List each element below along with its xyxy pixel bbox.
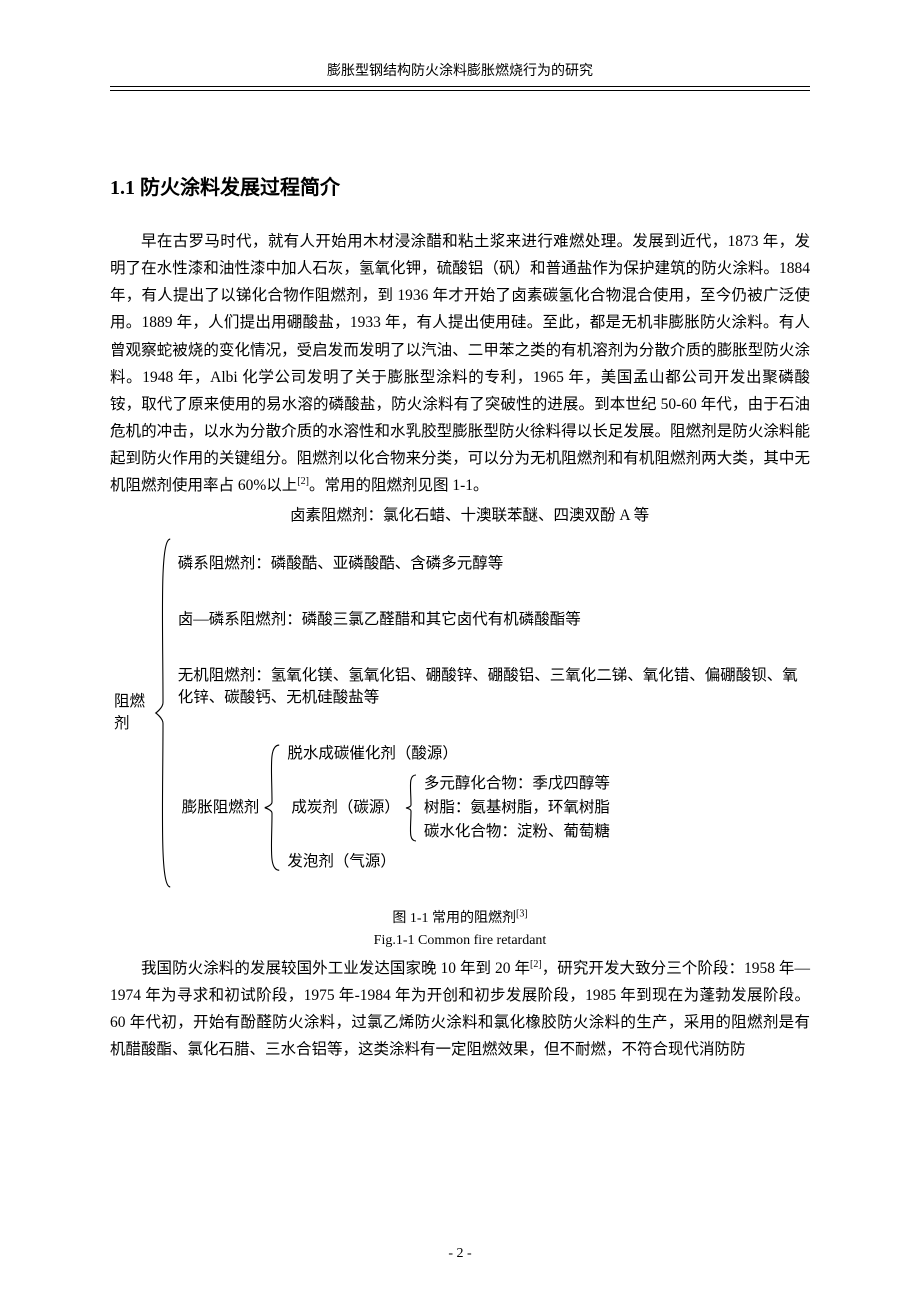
flame-retardant-tree: 卤素阻燃剂：氯化石蜡、十澳联苯醚、四澳双酚 A 等 阻燃剂 磷系阻燃剂：磷酸酷、… <box>110 505 810 889</box>
tree-item-phosphorus: 磷系阻燃剂：磷酸酷、亚磷酸酷、含磷多元醇等 <box>178 551 810 577</box>
tree-item-halogen: 卤素阻燃剂：氯化石蜡、十澳联苯醚、四澳双酚 A 等 <box>110 505 810 527</box>
brace-intumescent <box>263 743 281 872</box>
intumescent-gas-source: 发泡剂（气源） <box>287 851 610 873</box>
paragraph-1: 早在古罗马时代，就有人开始用木材浸涂醋和粘土浆来进行难燃处理。发展到近代，187… <box>110 228 810 499</box>
tree-item-inorganic: 无机阻燃剂：氢氧化镁、氢氧化铝、硼酸锌、硼酸铝、三氧化二锑、氧化错、偏硼酸钡、氧… <box>178 663 810 710</box>
brace-carbon <box>404 773 418 843</box>
section-heading: 防火涂料发展过程简介 <box>140 177 340 199</box>
figure-caption-zh-text: 图 1-1 常用的阻燃剂 <box>392 911 516 926</box>
p1-citation: [2] <box>297 476 309 487</box>
carbon-polyol: 多元醇化合物：季戊四醇等 <box>424 773 610 795</box>
brace-root <box>154 537 172 889</box>
p2-head: 我国防火涂料的发展较国外工业发达国家晚 10 年到 20 年 <box>141 960 530 977</box>
intumescent-acid-source: 脱水成碳催化剂（酸源） <box>287 743 610 765</box>
carbon-carbohydrate: 碳水化合物：淀粉、葡萄糖 <box>424 821 610 843</box>
header-rule <box>110 86 810 91</box>
running-header: 膨胀型钢结构防火涂料膨胀燃烧行为的研究 <box>110 60 810 84</box>
paragraph-2: 我国防火涂料的发展较国外工业发达国家晚 10 年到 20 年[2]，研究开发大致… <box>110 955 810 1064</box>
tree-item-intumescent: 膨胀阻燃剂 脱水成碳催化剂（酸源） 成炭剂（碳源） <box>178 741 810 874</box>
section-number: 1.1 <box>110 177 135 199</box>
p1-text: 早在古罗马时代，就有人开始用木材浸涂醋和粘土浆来进行难燃处理。发展到近代，187… <box>110 233 810 494</box>
figure-caption-ref: [3] <box>516 908 528 919</box>
carbon-source-label: 成炭剂（碳源） <box>287 773 404 843</box>
tree-root-label: 阻燃剂 <box>110 537 154 889</box>
page-number: - 2 - <box>0 1246 920 1262</box>
tree-item-halogen-phosphorus: 卤—磷系阻燃剂：磷酸三氯乙醛醋和其它卤代有机磷酸酯等 <box>178 607 810 633</box>
figure-caption-en: Fig.1-1 Common fire retardant <box>110 933 810 949</box>
intumescent-label: 膨胀阻燃剂 <box>178 743 264 872</box>
carbon-resin: 树脂：氨基树脂，环氧树脂 <box>424 797 610 819</box>
intumescent-carbon-source: 成炭剂（碳源） 多元醇化合物：季戊四醇等 树脂：氨基树脂，环氧树脂 碳水化合物：… <box>287 773 610 843</box>
p2-citation: [2] <box>530 959 542 970</box>
section-title: 1.1 防火涂料发展过程简介 <box>110 171 810 200</box>
page: 膨胀型钢结构防火涂料膨胀燃烧行为的研究 1.1 防火涂料发展过程简介 早在古罗马… <box>0 0 920 1302</box>
p1-tail: 。常用的阻燃剂见图 1-1。 <box>309 477 489 494</box>
figure-caption-zh: 图 1-1 常用的阻燃剂[3] <box>110 907 810 927</box>
